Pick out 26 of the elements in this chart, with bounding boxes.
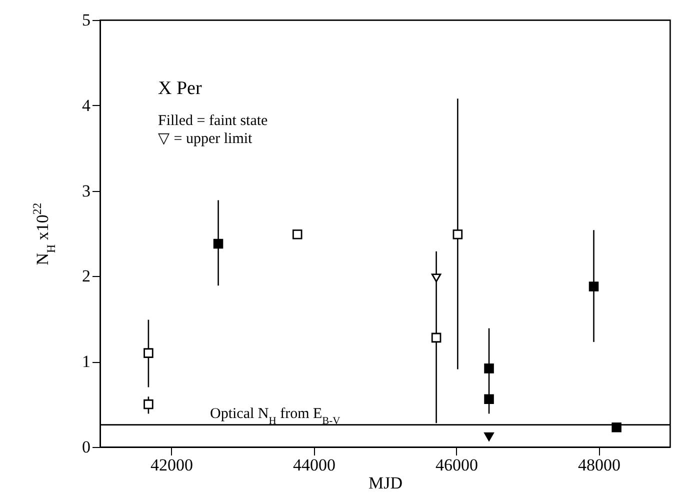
x-tick-label: 46000 [436,456,478,474]
x-tick-label: 48000 [578,456,620,474]
point [431,332,442,343]
point [144,399,154,410]
point [484,432,494,442]
y-tick-label: 0 [82,438,90,456]
y-tick-label: 2 [82,266,90,286]
point [431,274,442,282]
point [144,348,154,358]
annotation: ▽ = upper limit [158,131,254,147]
x-tick-label: 42000 [150,456,193,474]
x-axis-title: MJD [368,474,403,492]
y-tick-label: 5 [82,10,90,30]
annotation: Filled = faint state [158,113,268,129]
point [213,238,224,249]
point [588,282,599,292]
y-tick-label: 3 [82,181,90,200]
x-tick-label: 44000 [293,456,336,474]
point [292,229,302,240]
point [484,394,494,404]
point [452,229,463,240]
point [484,364,494,374]
annotation: X Per [158,78,202,99]
ref-line-label: Optical N$_{H}$ from E$_{B-V}$ [210,406,341,426]
y-tick-label: 4 [82,96,91,115]
y-tick-label: 1 [82,352,90,372]
